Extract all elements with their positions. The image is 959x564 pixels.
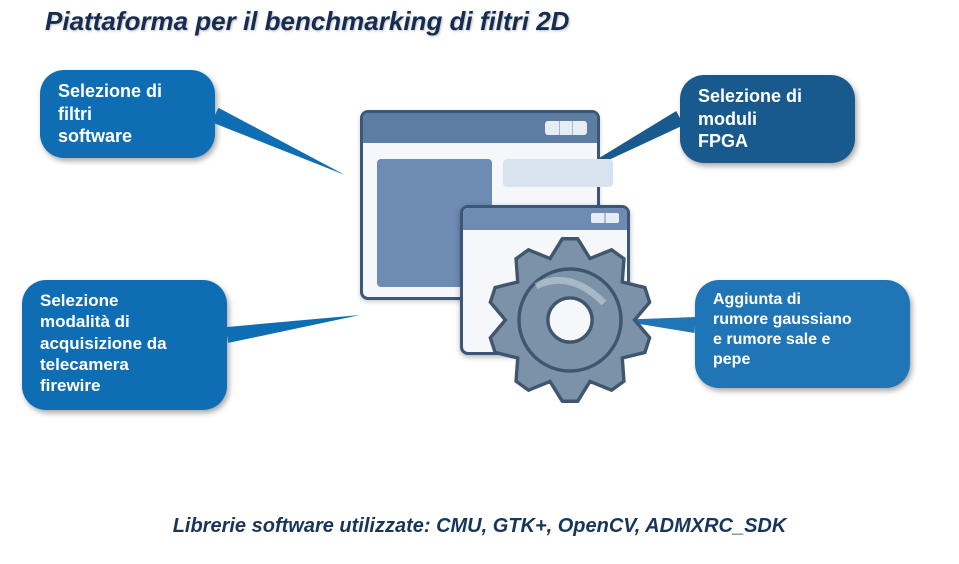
callout-line: Selezione di xyxy=(698,85,837,108)
window-titlebar xyxy=(463,208,627,230)
callout-moduli-fpga: Selezione di moduli FPGA xyxy=(680,75,855,163)
window-panel xyxy=(503,159,613,187)
window-titlebar xyxy=(363,113,597,143)
callout-rumore: Aggiunta di rumore gaussiano e rumore sa… xyxy=(695,280,910,388)
callout-line: Selezione di xyxy=(58,80,197,103)
callout-line: rumore gaussiano xyxy=(713,310,892,330)
callout-line: FPGA xyxy=(698,130,837,153)
callout-line: modalità di xyxy=(40,311,209,332)
callout-line: moduli xyxy=(698,108,837,131)
callout-line: pepe xyxy=(713,350,892,370)
callout-line: telecamera xyxy=(40,354,209,375)
app-illustration xyxy=(330,90,670,410)
callout-telecamera-firewire: Selezione modalità di acquisizione da te… xyxy=(22,280,227,410)
footer-libraries: Librerie software utilizzate: CMU, GTK+,… xyxy=(0,515,959,538)
callout-line: Aggiunta di xyxy=(713,290,892,310)
callout-line: acquisizione da xyxy=(40,333,209,354)
slide-title: Piattaforma per il benchmarking di filtr… xyxy=(45,6,569,37)
callout-filtri-software: Selezione di filtri software xyxy=(40,70,215,158)
callout-line: firewire xyxy=(40,375,209,396)
callout-line: Selezione xyxy=(40,290,209,311)
callout-line: software xyxy=(58,125,197,148)
callout-line: e rumore sale e xyxy=(713,330,892,350)
callout-line: filtri xyxy=(58,103,197,126)
gear-icon xyxy=(485,235,655,405)
